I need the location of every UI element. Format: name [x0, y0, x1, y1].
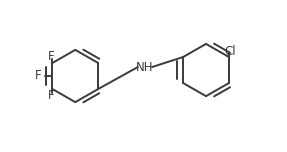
Text: NH: NH [136, 60, 154, 74]
Text: Cl: Cl [224, 45, 236, 57]
Text: F: F [48, 88, 54, 102]
Text: F: F [48, 50, 54, 64]
Text: F: F [34, 69, 41, 83]
